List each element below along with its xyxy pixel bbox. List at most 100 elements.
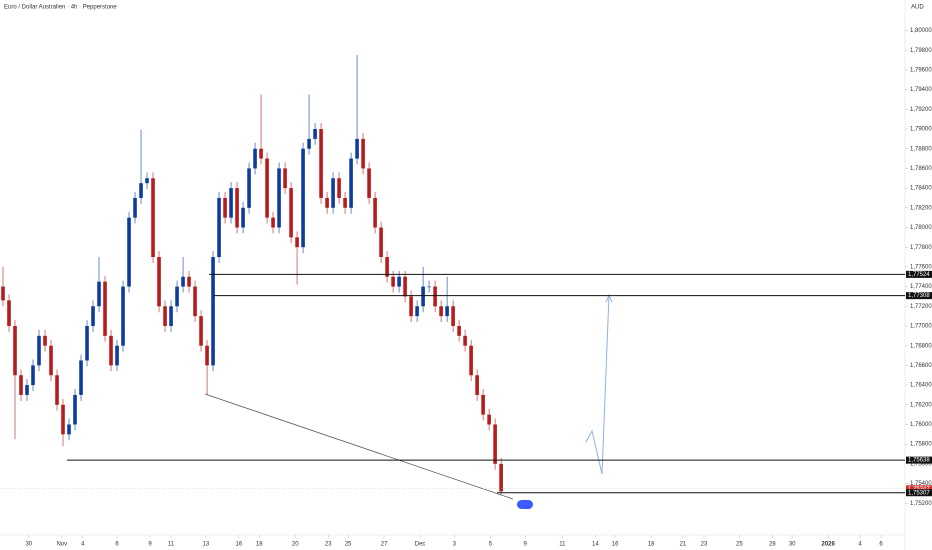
candle-body bbox=[199, 316, 203, 346]
candle-body bbox=[49, 345, 53, 376]
x-tick-label: 16 bbox=[236, 542, 243, 548]
y-tick-label: 1,76600 bbox=[910, 363, 932, 369]
candle-body bbox=[265, 158, 269, 218]
level-label: 1,77308 bbox=[908, 293, 930, 299]
level-label: 1,75638 bbox=[908, 458, 930, 464]
candle-body bbox=[55, 375, 59, 405]
replay-button[interactable] bbox=[517, 500, 533, 509]
x-tick-label: 4 bbox=[858, 542, 862, 548]
candle-body bbox=[37, 335, 41, 366]
y-tick-label: 1,78800 bbox=[910, 146, 932, 152]
y-tick-label: 1,75800 bbox=[910, 442, 932, 448]
x-tick-label: 25 bbox=[345, 542, 352, 548]
candle-body bbox=[475, 375, 479, 395]
candle-body bbox=[139, 183, 143, 198]
candle-body bbox=[7, 300, 11, 326]
candle-body bbox=[373, 197, 377, 228]
candle-body bbox=[163, 306, 167, 326]
x-tick-label: 11 bbox=[168, 542, 175, 548]
chart-title: Euro / Dollar Australien · 4h · Pepperst… bbox=[4, 5, 117, 11]
candle-body bbox=[43, 335, 47, 346]
x-tick-label: 25 bbox=[736, 542, 743, 548]
currency-label: AUD bbox=[911, 5, 924, 11]
candle-body bbox=[169, 306, 173, 326]
candle-body bbox=[253, 148, 257, 169]
candle-body bbox=[397, 276, 401, 287]
candle-body bbox=[385, 257, 389, 277]
x-tick-label: 23 bbox=[701, 542, 708, 548]
candle-body bbox=[229, 188, 233, 218]
y-tick-label: 1,76200 bbox=[910, 402, 932, 408]
candle-body bbox=[307, 138, 311, 149]
candle-body bbox=[421, 286, 425, 307]
candle-body bbox=[247, 168, 251, 208]
candle-body bbox=[85, 325, 89, 361]
x-tick-label: 18 bbox=[648, 542, 655, 548]
candle-body bbox=[433, 286, 437, 307]
candle-body bbox=[79, 360, 83, 395]
x-tick-label: 9 bbox=[148, 542, 152, 548]
y-tick-label: 1,77600 bbox=[910, 264, 932, 270]
replay-icon[interactable] bbox=[517, 500, 533, 509]
level-label-box bbox=[906, 292, 932, 300]
y-tick-label: 1,79600 bbox=[910, 68, 932, 74]
candle-body bbox=[19, 375, 23, 395]
candle-body bbox=[319, 129, 323, 198]
candle-body bbox=[25, 385, 29, 395]
candle-body bbox=[133, 197, 137, 218]
x-tick-label: 4 bbox=[81, 542, 85, 548]
x-tick-label: 6 bbox=[879, 542, 883, 548]
candle-body bbox=[235, 188, 239, 228]
x-tick-label: 30 bbox=[25, 542, 32, 548]
candle-body bbox=[151, 178, 155, 258]
candle-body bbox=[157, 257, 161, 307]
candle-body bbox=[241, 207, 245, 228]
candle-body bbox=[445, 306, 449, 317]
candle-body bbox=[115, 345, 119, 366]
candle-body bbox=[181, 276, 185, 287]
candle-body bbox=[481, 394, 485, 415]
y-tick-label: 1,79200 bbox=[910, 107, 932, 113]
candle-body bbox=[97, 281, 101, 307]
candle-body bbox=[391, 276, 395, 287]
candle-body bbox=[427, 286, 431, 288]
y-tick-label: 1,77800 bbox=[910, 245, 932, 251]
y-tick-label: 1,78400 bbox=[910, 186, 932, 192]
candle-body bbox=[67, 424, 71, 435]
level-label: 1,77524 bbox=[908, 272, 930, 278]
candle-body bbox=[211, 257, 215, 366]
candle-body bbox=[1, 286, 5, 301]
candle-body bbox=[439, 306, 443, 317]
candle-body bbox=[217, 197, 221, 258]
candle-body bbox=[193, 286, 197, 317]
candle-body bbox=[343, 197, 347, 208]
candle-body bbox=[409, 296, 413, 317]
candle-body bbox=[457, 325, 461, 336]
candle-body bbox=[499, 463, 503, 492]
candle-body bbox=[187, 276, 191, 287]
x-tick-label: Nov bbox=[56, 542, 67, 548]
candle-body bbox=[283, 168, 287, 189]
x-tick-label: 16 bbox=[612, 542, 619, 548]
y-tick-label: 1,75200 bbox=[910, 501, 932, 507]
y-tick-label: 1,77400 bbox=[910, 284, 932, 290]
x-tick-label: 5 bbox=[489, 542, 493, 548]
y-tick-label: 1,77200 bbox=[910, 304, 932, 310]
level-label-box bbox=[906, 489, 932, 497]
candle-body bbox=[415, 306, 419, 317]
candle-body bbox=[451, 306, 455, 326]
y-tick-label: 1,78600 bbox=[910, 166, 932, 172]
x-tick-label: 14 bbox=[592, 542, 599, 548]
y-tick-label: 1,79400 bbox=[910, 87, 932, 93]
x-tick-label: Dec bbox=[415, 542, 426, 548]
candle-body bbox=[463, 335, 467, 346]
candle-body bbox=[121, 286, 125, 346]
candle-body bbox=[301, 148, 305, 248]
x-tick-label: 11 bbox=[559, 542, 566, 548]
candle-body bbox=[175, 286, 179, 307]
projection-arrowhead bbox=[605, 293, 613, 303]
candle-body bbox=[487, 414, 491, 425]
candle-body bbox=[331, 178, 335, 208]
candle-body bbox=[145, 178, 149, 184]
